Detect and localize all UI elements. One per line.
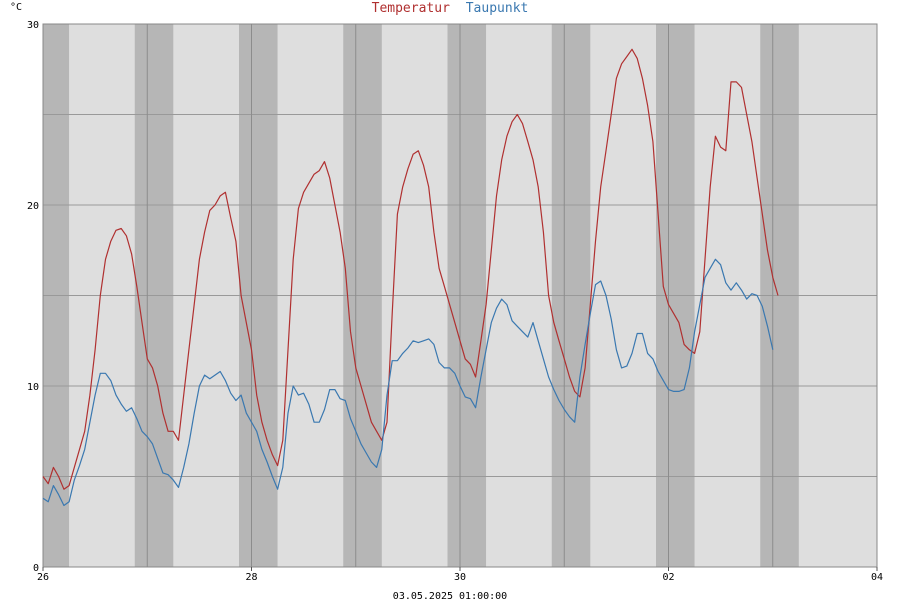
x-tick-label: 30 (454, 572, 466, 583)
y-tick-label: 20 (27, 201, 39, 212)
y-tick-label: 10 (27, 382, 39, 393)
temperature-line (42, 48, 779, 490)
x-tick-label: 04 (871, 572, 883, 583)
y-tick-label: 30 (27, 20, 39, 31)
legend-dewpoint: Taupunkt (466, 1, 529, 16)
x-tick-label: 26 (37, 572, 49, 583)
x-axis: 26 28 30 02 04 (37, 567, 883, 583)
x-tick-label: 28 (245, 572, 257, 583)
y-axis: 0 10 20 30 (27, 20, 39, 574)
footer-timestamp: 03.05.2025 01:00:00 (393, 591, 507, 600)
x-tick-label: 02 (662, 572, 674, 583)
y-tick-label: 0 (33, 563, 39, 574)
dewpoint-line (42, 258, 774, 507)
legend: Temperatur Taupunkt (372, 1, 529, 16)
legend-temperature: Temperatur (372, 1, 450, 16)
series-lines (42, 48, 779, 507)
y-axis-label: °C (10, 2, 22, 13)
